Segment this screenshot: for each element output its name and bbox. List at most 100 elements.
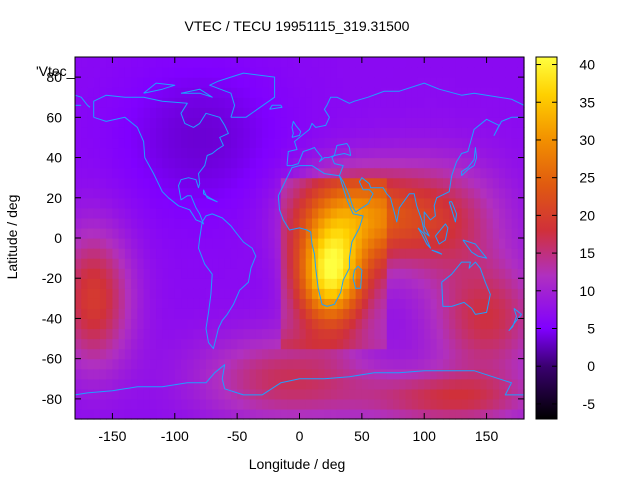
heat-cell bbox=[274, 147, 282, 159]
heat-cell bbox=[106, 308, 114, 320]
heat-cell bbox=[224, 368, 232, 380]
heat-cell bbox=[505, 197, 513, 209]
heat-cell bbox=[93, 358, 101, 370]
heat-cell bbox=[499, 348, 506, 360]
heat-cell bbox=[168, 338, 176, 350]
heat-cell bbox=[361, 177, 369, 189]
heat-cell bbox=[467, 328, 475, 340]
heat-cell bbox=[386, 348, 394, 360]
heat-cell bbox=[492, 288, 500, 299]
heat-cell bbox=[355, 348, 363, 360]
heat-cell bbox=[87, 157, 95, 169]
heat-cell bbox=[436, 187, 444, 199]
heat-cell bbox=[106, 217, 114, 229]
heat-cell bbox=[287, 368, 294, 380]
heat-cell bbox=[93, 197, 101, 209]
heat-cell bbox=[511, 97, 519, 108]
heat-cell bbox=[280, 227, 288, 239]
heat-cell bbox=[174, 157, 182, 169]
heat-cell bbox=[361, 378, 369, 390]
heat-cell bbox=[393, 388, 400, 400]
heat-cell bbox=[124, 278, 132, 289]
heat-cell bbox=[75, 157, 82, 169]
heat-cell bbox=[199, 348, 207, 360]
heat-cell bbox=[249, 97, 257, 108]
heat-cell bbox=[499, 147, 506, 159]
heat-cell bbox=[205, 157, 213, 169]
heat-cell bbox=[181, 127, 188, 139]
heat-cell bbox=[124, 177, 132, 189]
heat-cell bbox=[361, 217, 369, 229]
heat-cell bbox=[355, 388, 363, 400]
heat-cell bbox=[243, 207, 251, 219]
heat-cell bbox=[424, 338, 432, 350]
heat-cell bbox=[99, 57, 107, 68]
heat-cell bbox=[124, 288, 132, 299]
heat-cell bbox=[156, 318, 163, 330]
heat-cell bbox=[480, 408, 488, 420]
heat-cell bbox=[99, 127, 107, 139]
heat-cell bbox=[274, 57, 282, 68]
heat-cell bbox=[311, 308, 319, 320]
heat-cell bbox=[430, 328, 438, 340]
heat-cell bbox=[499, 77, 506, 88]
heat-cell bbox=[492, 298, 500, 309]
heat-cell bbox=[417, 147, 425, 159]
heat-cell bbox=[112, 368, 120, 380]
heat-cell bbox=[343, 348, 350, 360]
heat-cell bbox=[143, 268, 151, 279]
heat-cell bbox=[336, 67, 344, 78]
y-axis-label: Latitude / deg bbox=[4, 195, 20, 280]
heat-cell bbox=[436, 278, 444, 289]
heat-cell bbox=[355, 398, 363, 410]
heat-cell bbox=[262, 388, 269, 400]
heat-cell bbox=[137, 177, 145, 189]
heat-cell bbox=[75, 57, 82, 68]
heat-cell bbox=[181, 338, 188, 350]
heat-cell bbox=[212, 207, 220, 219]
heat-cell bbox=[237, 127, 244, 139]
heat-cell bbox=[486, 258, 494, 269]
heat-cell bbox=[318, 197, 326, 209]
heat-cell bbox=[143, 388, 151, 400]
heat-cell bbox=[75, 288, 82, 299]
heat-cell bbox=[181, 227, 188, 239]
heat-cell bbox=[411, 288, 419, 299]
heat-cell bbox=[205, 117, 213, 128]
heat-cell bbox=[442, 298, 450, 309]
heat-cell bbox=[118, 137, 126, 149]
heat-cell bbox=[249, 137, 257, 149]
heat-cell bbox=[455, 258, 463, 269]
heat-cell bbox=[399, 398, 407, 410]
heat-cell bbox=[81, 177, 89, 189]
heat-cell bbox=[143, 227, 151, 239]
heat-cell bbox=[131, 87, 138, 98]
heat-cell bbox=[505, 207, 513, 219]
heat-cell bbox=[224, 378, 232, 390]
heat-cell bbox=[124, 67, 132, 78]
heat-cell bbox=[99, 288, 107, 299]
heat-cell bbox=[324, 318, 332, 330]
heat-cell bbox=[355, 308, 363, 320]
chart-title: VTEC / TECU 19951115_319.31500 bbox=[185, 18, 410, 34]
heat-cell bbox=[230, 177, 238, 189]
heat-cell bbox=[499, 177, 506, 189]
heat-cell bbox=[156, 177, 163, 189]
heat-cell bbox=[374, 117, 382, 128]
heat-cell bbox=[87, 268, 95, 279]
heat-cell bbox=[424, 117, 432, 128]
heat-cell bbox=[405, 167, 413, 179]
heat-cell bbox=[249, 87, 257, 98]
heat-cell bbox=[137, 137, 145, 149]
heat-cell bbox=[293, 288, 301, 299]
heat-cell bbox=[411, 197, 419, 209]
heat-cell bbox=[112, 207, 120, 219]
heat-cell bbox=[492, 227, 500, 239]
heat-cell bbox=[280, 207, 288, 219]
heat-cell bbox=[474, 77, 481, 88]
heat-cell bbox=[287, 87, 294, 98]
heat-cell bbox=[492, 248, 500, 259]
heat-cell bbox=[424, 388, 432, 400]
heat-cell bbox=[131, 187, 138, 199]
